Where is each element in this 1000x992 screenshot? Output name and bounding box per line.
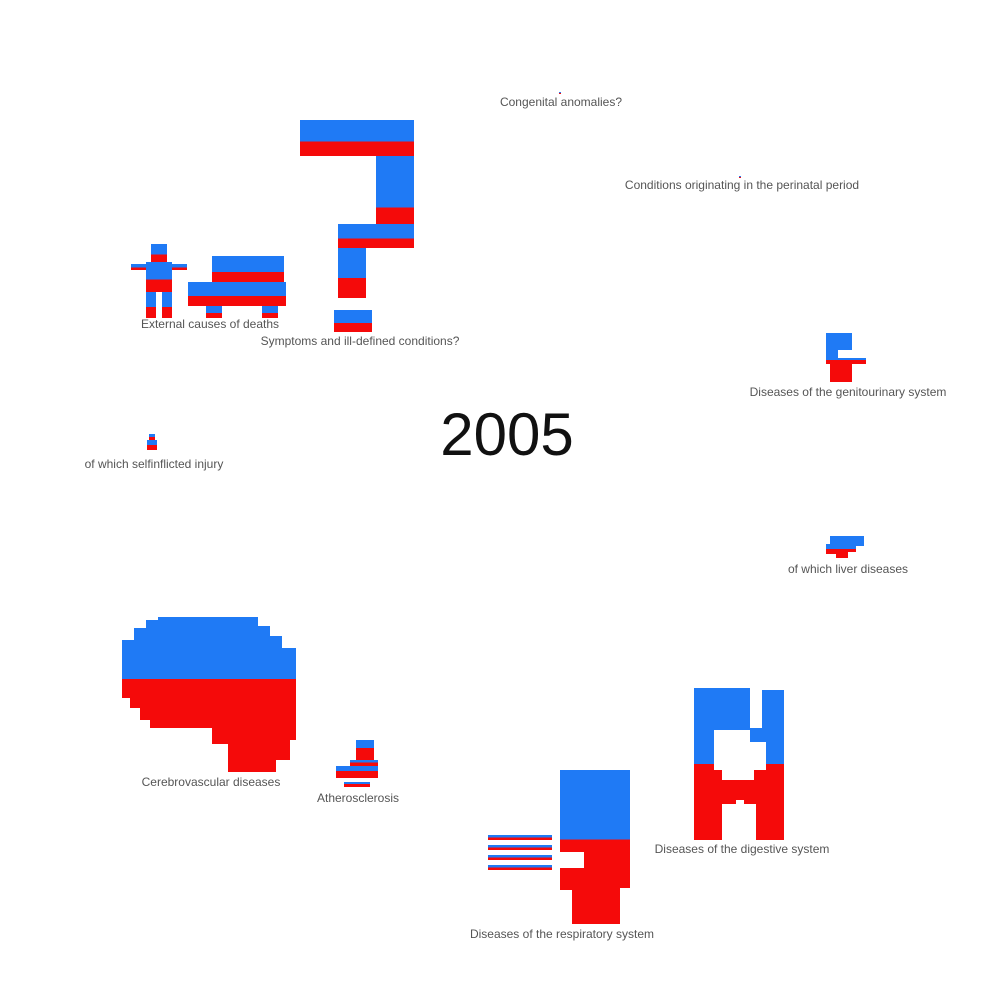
label-external: External causes of deaths [141,317,279,331]
icon-digestive [694,688,784,840]
label-liver: of which liver diseases [788,562,908,576]
icon-respiratory [488,770,630,924]
label-perinatal: Conditions originating in the perinatal … [625,178,859,192]
icon-perinatal [739,176,741,178]
icon-symptoms [300,120,414,332]
icon-liver [826,536,864,558]
icon-genitourinary [826,333,866,382]
year-label: 2005 [440,401,573,468]
label-congenital: Congenital anomalies? [500,95,622,109]
icon-congenital [559,92,561,94]
label-genitourinary: Diseases of the genitourinary system [750,385,947,399]
label-selfinflicted: of which selfinflicted injury [85,457,224,471]
label-atherosclerosis: Atherosclerosis [317,791,399,805]
icon-cerebrovascular [122,617,296,772]
label-symptoms: Symptoms and ill-defined conditions? [261,334,460,348]
icon-external [131,244,286,318]
label-respiratory: Diseases of the respiratory system [470,927,654,941]
label-digestive: Diseases of the digestive system [655,842,830,856]
icon-atherosclerosis [336,740,378,787]
icon-selfinflicted [147,434,157,450]
label-cerebrovascular: Cerebrovascular diseases [142,775,281,789]
